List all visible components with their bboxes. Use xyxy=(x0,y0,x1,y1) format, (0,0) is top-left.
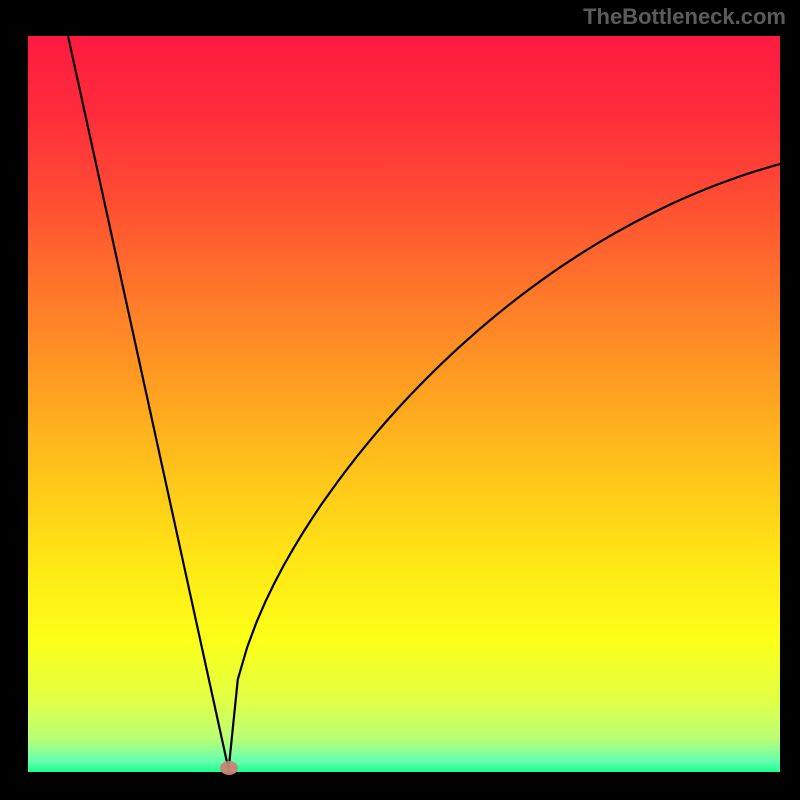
chart-container: TheBottleneck.com xyxy=(0,0,800,800)
plot-area xyxy=(26,34,782,774)
min-marker xyxy=(220,761,238,775)
watermark-text: TheBottleneck.com xyxy=(583,4,786,30)
